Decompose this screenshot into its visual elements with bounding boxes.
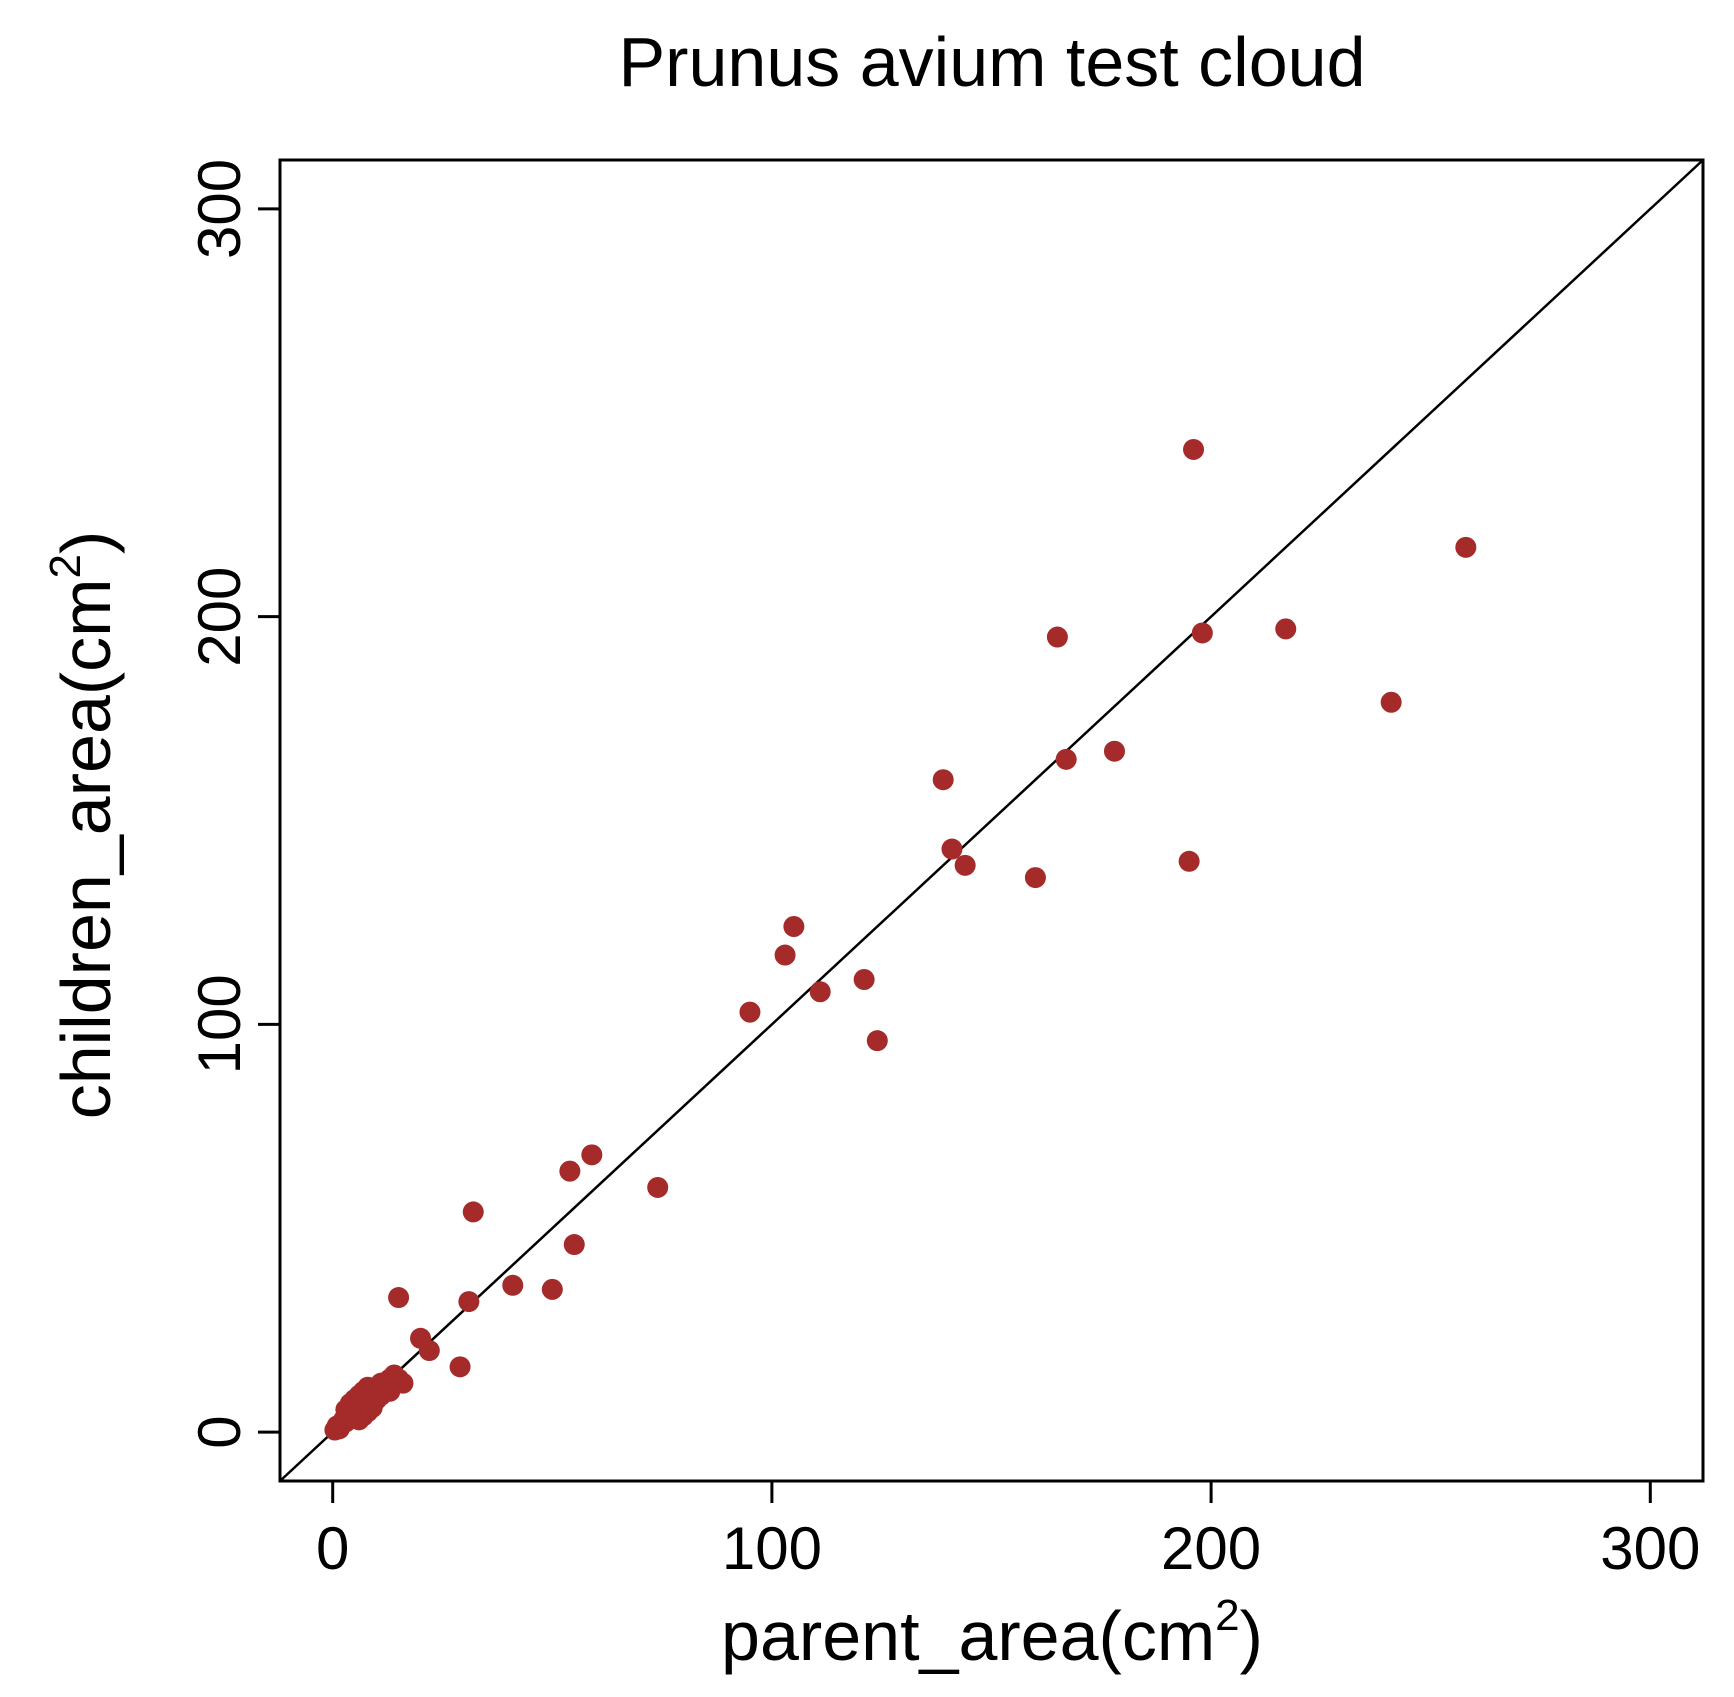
x-axis-label-text: parent_area(cm: [721, 1597, 1215, 1675]
data-point: [1178, 850, 1200, 872]
y-tick-label: 200: [186, 567, 253, 667]
data-point: [954, 854, 976, 876]
y-axis-label-close: ): [47, 531, 125, 554]
data-point: [783, 916, 805, 938]
plot-frame: [278, 158, 1705, 1483]
data-point: [1055, 748, 1077, 770]
y-axis-label-superscript: 2: [41, 554, 90, 578]
data-point: [418, 1340, 440, 1362]
y-axis-label-text: children_area(cm: [47, 579, 125, 1120]
y-tick-label: 100: [186, 974, 253, 1074]
data-point: [941, 838, 963, 860]
data-point: [647, 1176, 669, 1198]
data-point: [774, 944, 796, 966]
data-point: [932, 769, 954, 791]
data-point: [458, 1291, 480, 1313]
data-point: [1191, 622, 1213, 644]
x-axis-label: parent_area(cm2): [721, 1591, 1263, 1675]
data-point: [1380, 691, 1402, 713]
x-tick-label: 300: [1600, 1515, 1700, 1582]
data-point: [462, 1201, 484, 1223]
y-axis-label: children_area(cm2): [41, 531, 125, 1120]
data-point: [392, 1372, 414, 1394]
data-point: [1183, 438, 1205, 460]
data-point: [739, 1001, 761, 1023]
data-point: [449, 1356, 471, 1378]
y-tick-label: 300: [186, 159, 253, 259]
data-point: [1275, 618, 1297, 640]
y-tick-label: 0: [186, 1415, 253, 1448]
data-point: [853, 969, 875, 991]
x-axis-label-superscript: 2: [1215, 1591, 1239, 1640]
data-point: [809, 981, 831, 1003]
data-point: [866, 1030, 888, 1052]
x-tick-label: 200: [1161, 1515, 1261, 1582]
x-tick-label: 0: [316, 1515, 349, 1582]
data-point: [559, 1160, 581, 1182]
data-point: [1024, 867, 1046, 889]
data-point: [388, 1287, 410, 1309]
plot-area: 0 100 200 300 0 100 200 300: [186, 158, 1705, 1582]
data-point: [1455, 536, 1477, 558]
data-point: [502, 1274, 524, 1296]
x-tick-label: 100: [722, 1515, 822, 1582]
reference-line: [279, 159, 1704, 1482]
data-point: [1103, 740, 1125, 762]
x-axis-label-close: ): [1240, 1597, 1263, 1675]
data-point: [1046, 626, 1068, 648]
data-point: [541, 1278, 563, 1300]
data-point: [581, 1144, 603, 1166]
data-point: [563, 1234, 585, 1256]
chart-title: Prunus avium test cloud: [618, 23, 1365, 101]
